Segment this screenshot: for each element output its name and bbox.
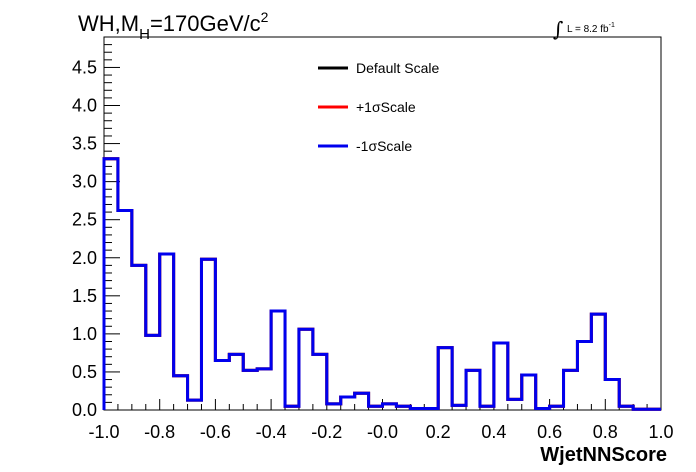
legend: Default Scale +1σScale -1σScale xyxy=(318,60,439,154)
legend-label: Default Scale xyxy=(356,60,439,76)
series-line--1-scale xyxy=(102,157,661,411)
integral-symbol: ∫ xyxy=(553,17,563,41)
x-tick-label: 0.2 xyxy=(426,422,451,442)
x-tick-label: -1.0 xyxy=(88,422,119,442)
y-tick-label: 3.0 xyxy=(72,172,97,192)
x-tick-label: -0.8 xyxy=(144,422,175,442)
x-tick-label: 1.0 xyxy=(648,422,673,442)
y-tick-label: 4.5 xyxy=(72,57,97,77)
legend-label: +1σScale xyxy=(356,99,416,115)
y-tick-labels: 0.0 0.5 1.0 1.5 2.0 2.5 3.0 3.5 4.0 4.5 xyxy=(72,57,97,420)
y-tick-label: 4.0 xyxy=(72,96,97,116)
luminosity-text: L = 8.2 fb-1 xyxy=(567,22,615,35)
y-tick-label: 2.0 xyxy=(72,248,97,268)
x-tick-label: 0.8 xyxy=(593,422,618,442)
chart-title: WH,MH=170GeV/c2 xyxy=(78,9,269,43)
x-tick-label: 0.6 xyxy=(537,422,562,442)
y-tick-label: 3.5 xyxy=(72,134,97,154)
x-tick-label: -0.6 xyxy=(200,422,231,442)
x-tick-label: 0.4 xyxy=(481,422,506,442)
y-tick-label: 1.5 xyxy=(72,286,97,306)
series-lines xyxy=(102,157,661,411)
x-tick-label: -0.2 xyxy=(311,422,342,442)
legend-label: -1σScale xyxy=(356,138,412,154)
x-tick-label: -0.0 xyxy=(367,422,398,442)
series-line--1-scale xyxy=(102,157,661,411)
y-tick-label: 2.5 xyxy=(72,210,97,230)
y-tick-label: 1.0 xyxy=(72,324,97,344)
luminosity-label: ∫ L = 8.2 fb-1 xyxy=(553,17,615,41)
x-tick-labels: -1.0 -0.8 -0.6 -0.4 -0.2 -0.0 0.2 0.4 0.6 0.8 1.0 xyxy=(88,422,673,442)
x-axis-label: WjetNNScore xyxy=(540,444,667,466)
series-line-default-scale xyxy=(102,157,661,411)
y-tick-label: 0.5 xyxy=(72,362,97,382)
x-tick-label: -0.4 xyxy=(256,422,287,442)
y-tick-label: 0.0 xyxy=(72,400,97,420)
